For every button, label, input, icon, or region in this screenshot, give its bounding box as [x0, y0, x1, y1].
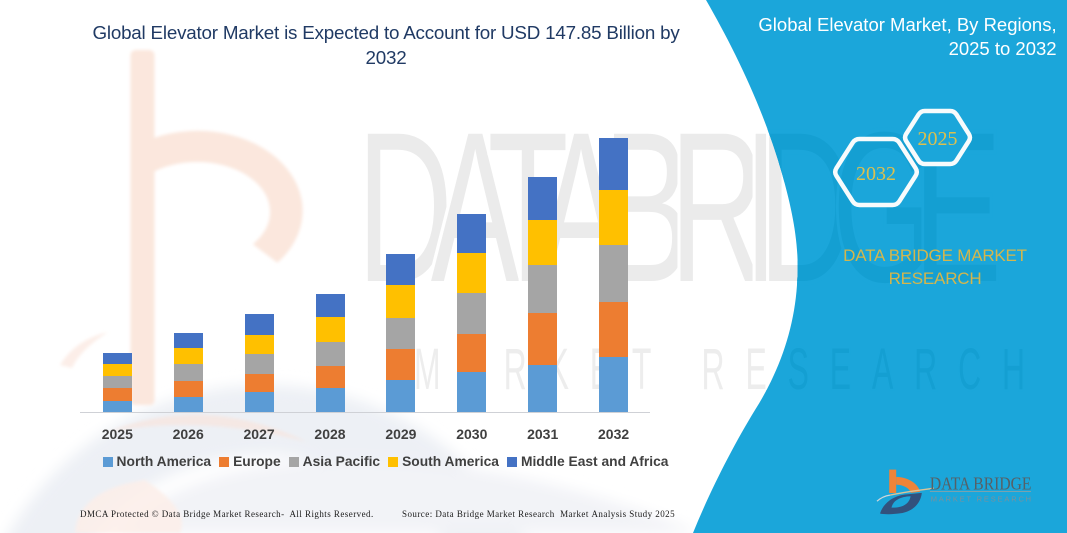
svg-text:2025: 2025: [918, 128, 958, 150]
svg-text:RESEARCH: RESEARCH: [889, 269, 982, 288]
svg-text:MARKET RESEARCH: MARKET RESEARCH: [931, 495, 1031, 504]
svg-text:DATA BRIDGE MARKET: DATA BRIDGE MARKET: [843, 246, 1027, 265]
svg-text:2032: 2032: [856, 163, 896, 185]
svg-text:2025 to 2032: 2025 to 2032: [949, 38, 1057, 59]
svg-text:Global Elevator Market, By Reg: Global Elevator Market, By Regions,: [758, 14, 1056, 35]
svg-text:DATA BRIDGE: DATA BRIDGE: [930, 474, 1032, 494]
svg-text:DATABRIDGE: DATABRIDGE: [357, 87, 1002, 326]
svg-text:MARKET RESEARCH: MARKET RESEARCH: [414, 337, 1025, 401]
